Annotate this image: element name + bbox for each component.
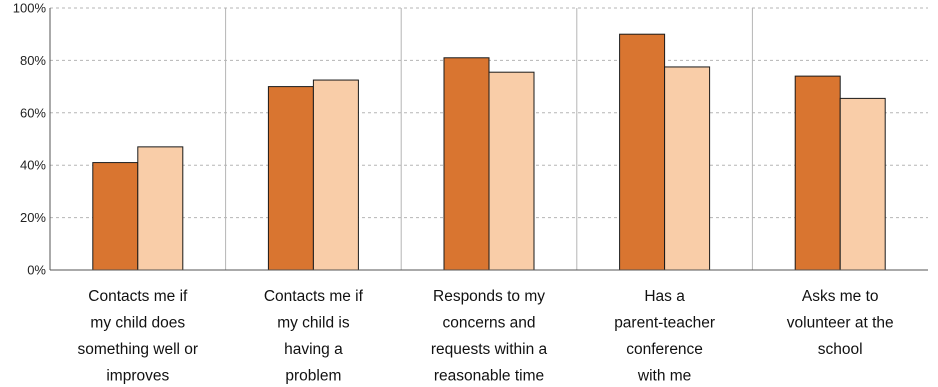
category-label-line: reasonable time <box>434 368 544 385</box>
category-label-line: something well or <box>77 341 198 358</box>
bar-series-2-cat-5 <box>839 97 886 271</box>
category-label-line: parent-teacher <box>614 315 715 332</box>
y-tick-label: 100% <box>13 1 47 16</box>
category-label-line: volunteer at the <box>787 315 894 332</box>
category-label: Has a parent-teacher conference with me <box>614 288 715 385</box>
category-label-line: my child is <box>277 315 350 332</box>
category-label-line: improves <box>106 368 169 385</box>
category-label-line: Has a <box>644 288 685 305</box>
bar-series-2-cat-4 <box>664 66 711 271</box>
y-tick-label: 80% <box>20 53 46 68</box>
category-label-line: concerns and <box>442 315 535 332</box>
category-label-line: with me <box>637 368 691 385</box>
category-label-line: having a <box>284 341 343 358</box>
axes <box>49 8 928 271</box>
category-label-line: requests within a <box>431 341 548 358</box>
category-label: Responds to my concerns and requests withi… <box>431 288 548 385</box>
bars <box>92 33 886 271</box>
category-label-line: Contacts me if <box>88 288 188 305</box>
bar-series-1-cat-4 <box>619 33 666 271</box>
bar-series-1-cat-1 <box>92 162 139 271</box>
y-tick-label: 0% <box>27 263 46 278</box>
category-label-line: conference <box>626 341 703 358</box>
category-label-line: Asks me to <box>802 288 879 305</box>
category-label-line: Contacts me if <box>264 288 364 305</box>
category-label-line: school <box>818 341 863 358</box>
bar-series-2-cat-3 <box>488 71 535 271</box>
y-tick-label: 40% <box>20 158 46 173</box>
category-label: Contacts me if my child is having a problem <box>264 288 364 385</box>
category-label-line: my child does <box>90 315 185 332</box>
y-tick-label: 20% <box>20 210 46 225</box>
category-label-line: problem <box>285 368 341 385</box>
bar-series-1-cat-2 <box>267 86 314 271</box>
bar-series-1-cat-3 <box>443 57 490 271</box>
category-label-line: Responds to my <box>433 288 545 305</box>
category-label: Asks me to volunteer at the school <box>787 288 894 358</box>
bar-series-1-cat-5 <box>794 75 841 271</box>
labels: 0% 20% 40% 60% 80% 100% Contacts me if my child… <box>13 1 894 385</box>
y-tick-label: 60% <box>20 105 46 120</box>
bar-series-2-cat-1 <box>137 146 184 271</box>
bar-series-2-cat-2 <box>312 79 359 271</box>
category-label: Contacts me if my child does something wel… <box>77 288 198 385</box>
